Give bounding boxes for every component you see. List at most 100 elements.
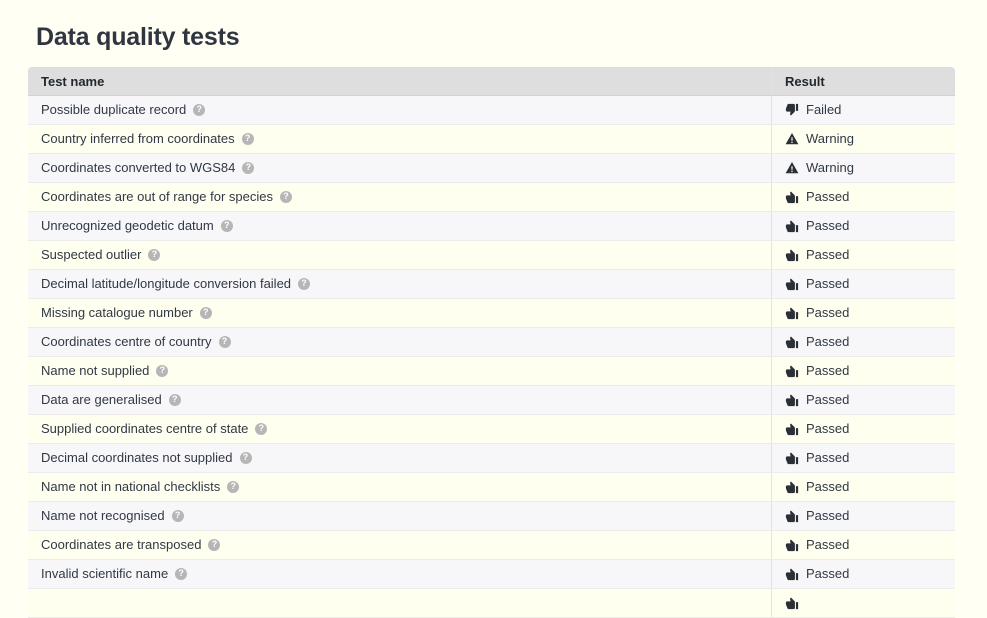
- help-question-icon[interactable]: [175, 567, 188, 581]
- help-question-icon[interactable]: [227, 480, 240, 494]
- result-status: Passed: [785, 450, 955, 466]
- thumbs-up-icon: [785, 306, 799, 320]
- result-status: Passed: [785, 334, 955, 350]
- data-quality-table-wrapper: Test name Result Possible duplicate reco…: [28, 67, 955, 618]
- cell-test-name: Country inferred from coordinates: [28, 124, 772, 154]
- help-question-icon[interactable]: [298, 277, 311, 291]
- page-title: Data quality tests: [36, 23, 240, 51]
- help-question-icon[interactable]: [242, 161, 255, 175]
- cell-result: Passed: [771, 211, 955, 241]
- result-label: Passed: [806, 305, 850, 320]
- test-name-label: Supplied coordinates centre of state: [41, 421, 249, 437]
- result-status: Passed: [785, 276, 955, 292]
- cell-result: Passed: [771, 269, 955, 299]
- test-name-label: Coordinates converted to WGS84: [41, 160, 236, 176]
- result-label: Warning: [806, 160, 854, 175]
- help-question-icon[interactable]: [220, 219, 233, 233]
- cell-test-name: Suspected outlier: [28, 240, 772, 270]
- thumbs-up-icon: [785, 509, 799, 523]
- thumbs-up-icon: [785, 277, 799, 291]
- test-name-label: Suspected outlier: [41, 247, 142, 263]
- thumbs-up-icon: [785, 596, 799, 610]
- cell-test-name: [28, 588, 772, 618]
- cell-test-name: Name not recognised: [28, 501, 772, 531]
- help-question-icon[interactable]: [168, 393, 181, 407]
- table-row: Coordinates centre of country Passed: [28, 327, 955, 357]
- test-name-label: Missing catalogue number: [41, 305, 193, 321]
- help-question-icon[interactable]: [255, 422, 268, 436]
- result-label: Passed: [806, 363, 850, 378]
- table-row: [28, 588, 955, 618]
- result-label: Warning: [806, 131, 854, 146]
- help-question-icon[interactable]: [193, 103, 206, 117]
- thumbs-down-icon: [785, 103, 799, 117]
- table-row: Coordinates are transposed Passed: [28, 530, 955, 560]
- help-question-icon[interactable]: [241, 132, 254, 146]
- table-row: Decimal coordinates not supplied Passed: [28, 443, 955, 473]
- table-row: Name not in national checklists Passed: [28, 472, 955, 502]
- cell-result: [771, 588, 955, 618]
- test-name-label: Invalid scientific name: [41, 566, 169, 582]
- result-status: Passed: [785, 363, 955, 379]
- test-name-label: Possible duplicate record: [41, 102, 187, 118]
- warning-triangle-icon: [785, 161, 799, 175]
- result-label: Passed: [806, 334, 850, 349]
- test-name-label: Country inferred from coordinates: [41, 131, 235, 147]
- test-name-label: Name not supplied: [41, 363, 150, 379]
- result-label: Passed: [806, 276, 850, 291]
- table-body: Possible duplicate record Failed Country i…: [28, 95, 955, 618]
- result-label: Passed: [806, 508, 850, 523]
- help-question-icon[interactable]: [218, 335, 231, 349]
- result-label: Passed: [806, 450, 850, 465]
- cell-result: Passed: [771, 530, 955, 560]
- thumbs-up-icon: [785, 567, 799, 581]
- result-label: Passed: [806, 218, 850, 233]
- result-label: Passed: [806, 566, 850, 581]
- thumbs-up-icon: [785, 422, 799, 436]
- help-question-icon[interactable]: [279, 190, 292, 204]
- cell-result: Warning: [771, 124, 955, 154]
- cell-test-name: Possible duplicate record: [28, 95, 772, 125]
- table-row: Missing catalogue number Passed: [28, 298, 955, 328]
- test-name-label: Name not recognised: [41, 508, 165, 524]
- help-question-icon[interactable]: [171, 509, 184, 523]
- table-row: Decimal latitude/longitude conversion fa…: [28, 269, 955, 299]
- result-label: Passed: [806, 189, 850, 204]
- column-header-test-name[interactable]: Test name: [28, 67, 772, 96]
- test-name-label: Coordinates centre of country: [41, 334, 212, 350]
- help-question-icon[interactable]: [148, 248, 161, 262]
- cell-result: Failed: [771, 95, 955, 125]
- cell-result: Passed: [771, 327, 955, 357]
- test-name-label: Name not in national checklists: [41, 479, 221, 495]
- cell-test-name: Decimal latitude/longitude conversion fa…: [28, 269, 772, 299]
- cell-result: Passed: [771, 240, 955, 270]
- cell-test-name: Coordinates are transposed: [28, 530, 772, 560]
- result-status: Passed: [785, 566, 955, 582]
- cell-test-name: Name not in national checklists: [28, 472, 772, 502]
- cell-result: Passed: [771, 298, 955, 328]
- cell-result: Passed: [771, 385, 955, 415]
- test-name-label: Decimal coordinates not supplied: [41, 450, 233, 466]
- thumbs-up-icon: [785, 480, 799, 494]
- test-name-label: Coordinates are out of range for species: [41, 189, 273, 205]
- table-row: Country inferred from coordinates Warning: [28, 124, 955, 154]
- table-row: Invalid scientific name Passed: [28, 559, 955, 589]
- cell-test-name: Unrecognized geodetic datum: [28, 211, 772, 241]
- help-question-icon[interactable]: [239, 451, 252, 465]
- result-status: Passed: [785, 421, 955, 437]
- cell-test-name: Coordinates are out of range for species: [28, 182, 772, 212]
- result-status: Passed: [785, 479, 955, 495]
- thumbs-up-icon: [785, 538, 799, 552]
- result-status: Warning: [785, 131, 955, 147]
- help-question-icon[interactable]: [199, 306, 212, 320]
- cell-result: Passed: [771, 414, 955, 444]
- help-question-icon[interactable]: [156, 364, 169, 378]
- column-header-result[interactable]: Result: [771, 67, 955, 96]
- help-question-icon[interactable]: [208, 538, 221, 552]
- result-status: Warning: [785, 160, 955, 176]
- result-status: Passed: [785, 537, 955, 553]
- result-status: Passed: [785, 247, 955, 263]
- cell-test-name: Coordinates centre of country: [28, 327, 772, 357]
- test-name-label: Unrecognized geodetic datum: [41, 218, 214, 234]
- result-status: Passed: [785, 392, 955, 408]
